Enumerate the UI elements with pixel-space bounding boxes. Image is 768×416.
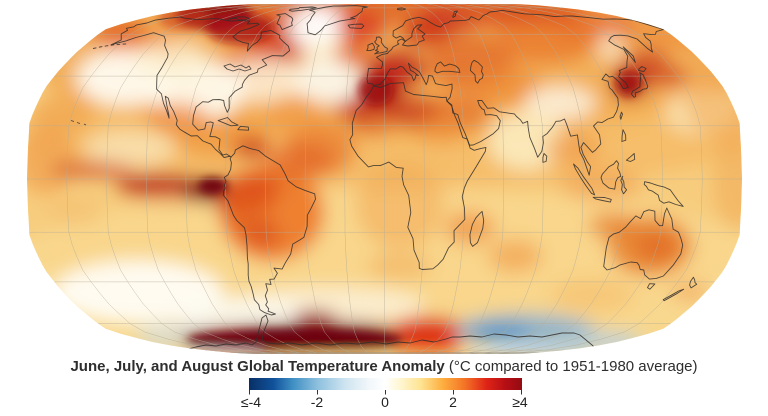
svg-text:0: 0 bbox=[381, 394, 389, 410]
svg-text:-2: -2 bbox=[311, 394, 324, 410]
svg-text:≤-4: ≤-4 bbox=[241, 394, 261, 410]
svg-text:2: 2 bbox=[449, 394, 457, 410]
svg-text:≥4: ≥4 bbox=[512, 394, 528, 410]
svg-text:June, July, and August Global: June, July, and August Global Temperatur… bbox=[70, 358, 697, 375]
